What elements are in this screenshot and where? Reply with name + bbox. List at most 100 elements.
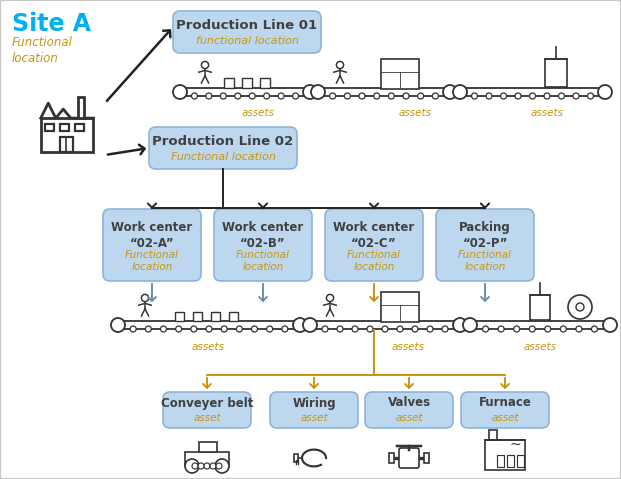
Text: Functional
location: Functional location xyxy=(458,250,512,272)
Circle shape xyxy=(397,326,403,332)
Circle shape xyxy=(191,326,197,332)
Bar xyxy=(260,78,270,88)
Text: assets: assets xyxy=(391,342,425,352)
Bar xyxy=(175,312,184,321)
Bar xyxy=(60,137,73,152)
Bar xyxy=(78,97,84,118)
Text: Work center: Work center xyxy=(111,220,193,233)
Text: Production Line 02: Production Line 02 xyxy=(152,135,294,148)
Circle shape xyxy=(544,93,550,99)
Circle shape xyxy=(483,326,489,332)
Circle shape xyxy=(292,93,299,99)
Text: assets: assets xyxy=(242,108,274,118)
Circle shape xyxy=(206,93,212,99)
Circle shape xyxy=(514,326,520,332)
Bar xyxy=(229,312,238,321)
Circle shape xyxy=(587,93,594,99)
Circle shape xyxy=(206,326,212,332)
Circle shape xyxy=(210,463,216,469)
Circle shape xyxy=(359,93,365,99)
Text: Functional
location: Functional location xyxy=(347,250,401,272)
Bar xyxy=(193,312,202,321)
Text: functional location: functional location xyxy=(196,36,299,46)
Circle shape xyxy=(293,318,307,332)
Circle shape xyxy=(111,318,125,332)
Circle shape xyxy=(568,295,592,319)
Circle shape xyxy=(191,93,197,99)
Circle shape xyxy=(130,326,136,332)
Circle shape xyxy=(252,326,258,332)
Text: Functional
location: Functional location xyxy=(125,250,179,272)
Circle shape xyxy=(173,85,187,99)
FancyBboxPatch shape xyxy=(103,209,201,281)
Bar xyxy=(424,453,429,463)
Text: Functional location: Functional location xyxy=(171,152,276,162)
Circle shape xyxy=(591,326,597,332)
Circle shape xyxy=(303,318,317,332)
FancyBboxPatch shape xyxy=(163,392,251,428)
Circle shape xyxy=(221,326,227,332)
Circle shape xyxy=(192,463,198,469)
Circle shape xyxy=(576,303,584,311)
Bar xyxy=(507,455,514,467)
Circle shape xyxy=(249,93,255,99)
FancyBboxPatch shape xyxy=(214,209,312,281)
Circle shape xyxy=(388,93,394,99)
Text: Functional
location: Functional location xyxy=(236,250,290,272)
Circle shape xyxy=(545,326,551,332)
Text: assets: assets xyxy=(399,108,432,118)
Circle shape xyxy=(560,326,566,332)
Text: Furnace: Furnace xyxy=(479,397,532,410)
Circle shape xyxy=(382,326,388,332)
Circle shape xyxy=(603,318,617,332)
Circle shape xyxy=(330,93,336,99)
Bar xyxy=(224,78,234,88)
Bar xyxy=(489,430,497,440)
FancyBboxPatch shape xyxy=(436,209,534,281)
Text: asset: asset xyxy=(193,413,221,423)
Circle shape xyxy=(498,326,504,332)
Circle shape xyxy=(322,326,328,332)
Bar xyxy=(75,124,84,131)
Circle shape xyxy=(453,85,467,99)
Text: Wiring: Wiring xyxy=(292,397,336,410)
Circle shape xyxy=(427,326,433,332)
Circle shape xyxy=(337,61,343,68)
Bar xyxy=(199,442,217,452)
Circle shape xyxy=(598,85,612,99)
Circle shape xyxy=(471,93,478,99)
Bar xyxy=(60,124,70,131)
Circle shape xyxy=(235,93,241,99)
Bar xyxy=(242,78,252,88)
Circle shape xyxy=(237,326,242,332)
Bar xyxy=(545,59,567,87)
Circle shape xyxy=(303,85,317,99)
Bar xyxy=(294,454,298,462)
Text: “02-B”: “02-B” xyxy=(240,237,286,250)
Circle shape xyxy=(278,93,284,99)
Circle shape xyxy=(204,463,210,469)
Circle shape xyxy=(220,93,226,99)
Text: “02-A”: “02-A” xyxy=(130,237,175,250)
Text: asset: asset xyxy=(395,413,423,423)
Text: “02-C”: “02-C” xyxy=(351,237,397,250)
Text: Work center: Work center xyxy=(222,220,304,233)
Bar xyxy=(485,440,525,470)
Text: Packing: Packing xyxy=(459,220,511,233)
Text: assets: assets xyxy=(191,342,225,352)
Bar xyxy=(185,452,229,466)
FancyBboxPatch shape xyxy=(173,11,321,53)
FancyBboxPatch shape xyxy=(399,448,419,468)
Text: Site A: Site A xyxy=(12,12,91,36)
Bar xyxy=(389,453,394,463)
Circle shape xyxy=(185,459,199,473)
Bar xyxy=(381,59,419,89)
Text: Functional
location: Functional location xyxy=(12,36,73,65)
Circle shape xyxy=(160,326,166,332)
Circle shape xyxy=(311,85,325,99)
Circle shape xyxy=(344,93,350,99)
Circle shape xyxy=(573,93,579,99)
Bar xyxy=(45,124,54,131)
FancyBboxPatch shape xyxy=(325,209,423,281)
Circle shape xyxy=(374,93,379,99)
